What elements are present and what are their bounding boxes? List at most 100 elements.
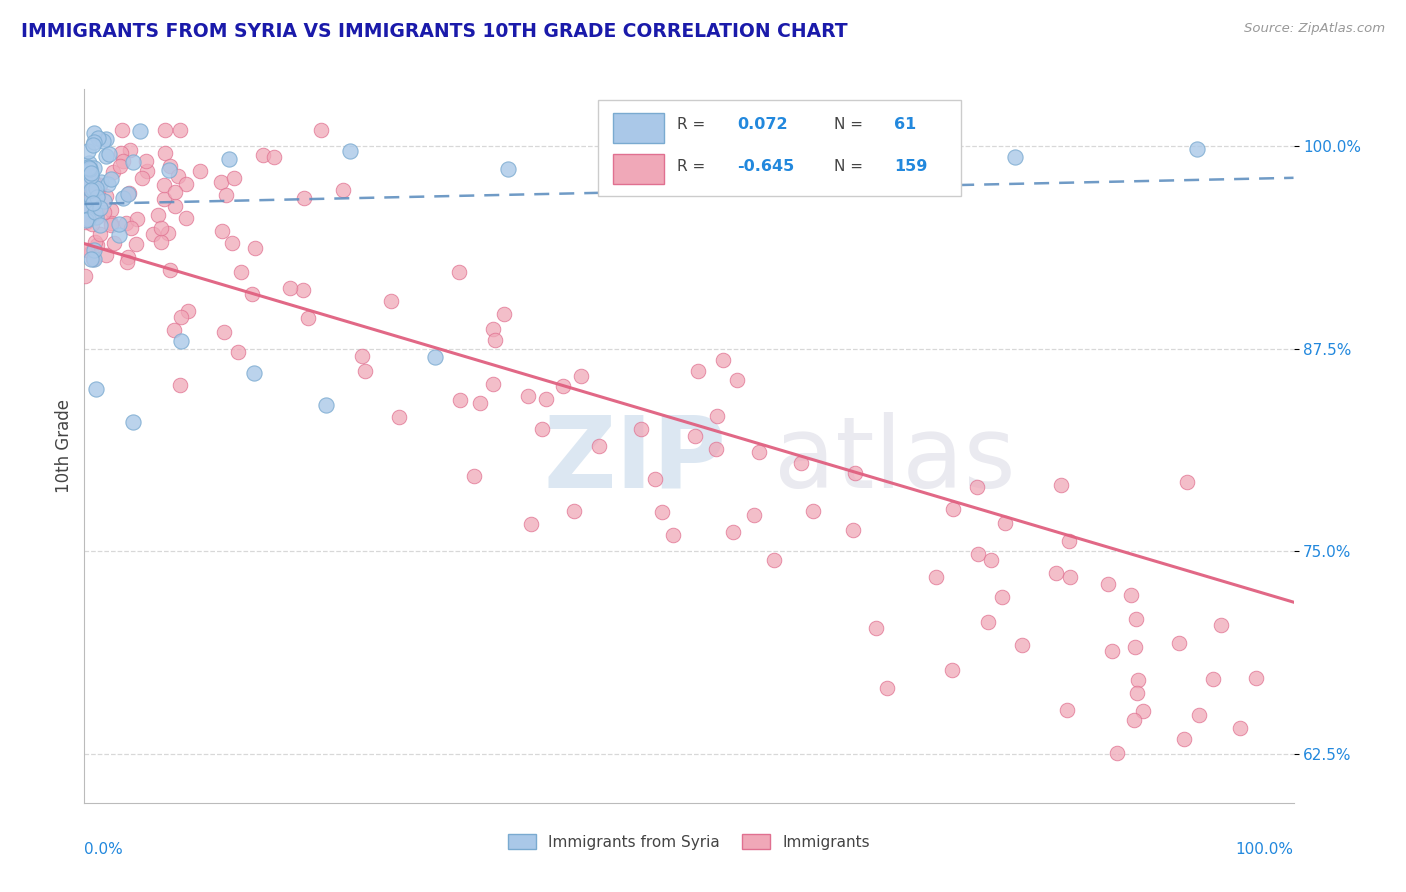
Point bbox=[174, 177, 197, 191]
Point bbox=[75, 215, 97, 229]
Point bbox=[449, 265, 471, 279]
Point bbox=[245, 241, 267, 255]
Point bbox=[82, 182, 104, 196]
Point bbox=[75, 198, 97, 212]
Point bbox=[153, 122, 176, 136]
Point bbox=[101, 165, 124, 179]
Point bbox=[169, 310, 191, 324]
Point bbox=[228, 345, 250, 359]
Point bbox=[80, 244, 103, 259]
Point bbox=[80, 166, 103, 180]
Point bbox=[100, 216, 122, 230]
Text: 100.0%: 100.0% bbox=[1236, 842, 1294, 857]
Point bbox=[423, 350, 446, 364]
Point bbox=[941, 663, 963, 677]
Point bbox=[214, 326, 236, 340]
Point bbox=[520, 517, 543, 532]
Point bbox=[118, 143, 141, 157]
Point bbox=[222, 170, 245, 185]
Point bbox=[1004, 150, 1026, 164]
Point bbox=[73, 202, 96, 216]
Point bbox=[110, 159, 132, 173]
Point bbox=[1101, 644, 1123, 658]
Point bbox=[75, 180, 97, 194]
Point bbox=[644, 472, 666, 486]
Point bbox=[82, 194, 104, 209]
Point bbox=[76, 243, 98, 257]
Point bbox=[89, 201, 111, 215]
Point bbox=[190, 164, 212, 178]
Point bbox=[100, 172, 122, 186]
Point bbox=[706, 409, 728, 423]
Point bbox=[252, 148, 274, 162]
Point bbox=[481, 377, 503, 392]
Point bbox=[136, 163, 159, 178]
Point bbox=[76, 144, 98, 158]
Point bbox=[118, 186, 141, 200]
Point bbox=[73, 202, 96, 217]
Point bbox=[163, 323, 186, 337]
Point bbox=[82, 137, 104, 152]
Point bbox=[1125, 611, 1147, 625]
Point bbox=[315, 399, 337, 413]
Point bbox=[94, 189, 117, 203]
Point bbox=[353, 364, 375, 378]
Point bbox=[149, 221, 172, 235]
Point bbox=[84, 235, 107, 249]
Point bbox=[291, 283, 314, 297]
Point bbox=[762, 552, 785, 566]
Point bbox=[1211, 618, 1233, 632]
Point bbox=[742, 508, 765, 522]
Point bbox=[569, 368, 592, 383]
Point bbox=[83, 135, 105, 149]
Point bbox=[211, 224, 233, 238]
Point bbox=[103, 236, 125, 251]
Point bbox=[153, 178, 176, 192]
Point bbox=[1128, 673, 1150, 688]
Point bbox=[482, 321, 505, 335]
Point bbox=[77, 212, 100, 227]
Point bbox=[91, 134, 114, 148]
Point bbox=[82, 191, 104, 205]
Point bbox=[725, 373, 748, 387]
Point bbox=[86, 237, 108, 252]
Point bbox=[516, 389, 538, 403]
Point bbox=[1057, 534, 1080, 549]
Point bbox=[75, 160, 97, 174]
Point bbox=[121, 155, 143, 169]
Point bbox=[84, 204, 107, 219]
Point bbox=[89, 218, 111, 232]
Point bbox=[1202, 672, 1225, 686]
Point bbox=[100, 203, 122, 218]
Point bbox=[174, 211, 197, 225]
Text: 0.072: 0.072 bbox=[737, 118, 787, 132]
Point bbox=[1097, 577, 1119, 591]
Point bbox=[683, 428, 706, 442]
Point bbox=[865, 621, 887, 635]
Point bbox=[82, 178, 104, 192]
FancyBboxPatch shape bbox=[613, 154, 664, 184]
Point bbox=[127, 211, 149, 226]
Point bbox=[80, 189, 103, 203]
Point bbox=[76, 160, 98, 174]
Point bbox=[177, 303, 200, 318]
Point bbox=[1175, 475, 1198, 490]
Text: 0.0%: 0.0% bbox=[84, 842, 124, 857]
Point bbox=[925, 570, 948, 584]
Point bbox=[463, 469, 485, 483]
Point bbox=[350, 349, 373, 363]
Point bbox=[531, 422, 554, 436]
Point bbox=[73, 174, 96, 188]
Point bbox=[125, 236, 148, 251]
Point bbox=[1132, 704, 1154, 718]
Point bbox=[1056, 703, 1078, 717]
Text: Source: ZipAtlas.com: Source: ZipAtlas.com bbox=[1244, 22, 1385, 36]
Point bbox=[496, 161, 519, 176]
Point bbox=[80, 209, 103, 223]
Point bbox=[688, 364, 710, 378]
Point bbox=[1167, 636, 1189, 650]
Point bbox=[169, 122, 191, 136]
FancyBboxPatch shape bbox=[599, 100, 962, 196]
Text: IMMIGRANTS FROM SYRIA VS IMMIGRANTS 10TH GRADE CORRELATION CHART: IMMIGRANTS FROM SYRIA VS IMMIGRANTS 10TH… bbox=[21, 22, 848, 41]
Point bbox=[711, 352, 734, 367]
